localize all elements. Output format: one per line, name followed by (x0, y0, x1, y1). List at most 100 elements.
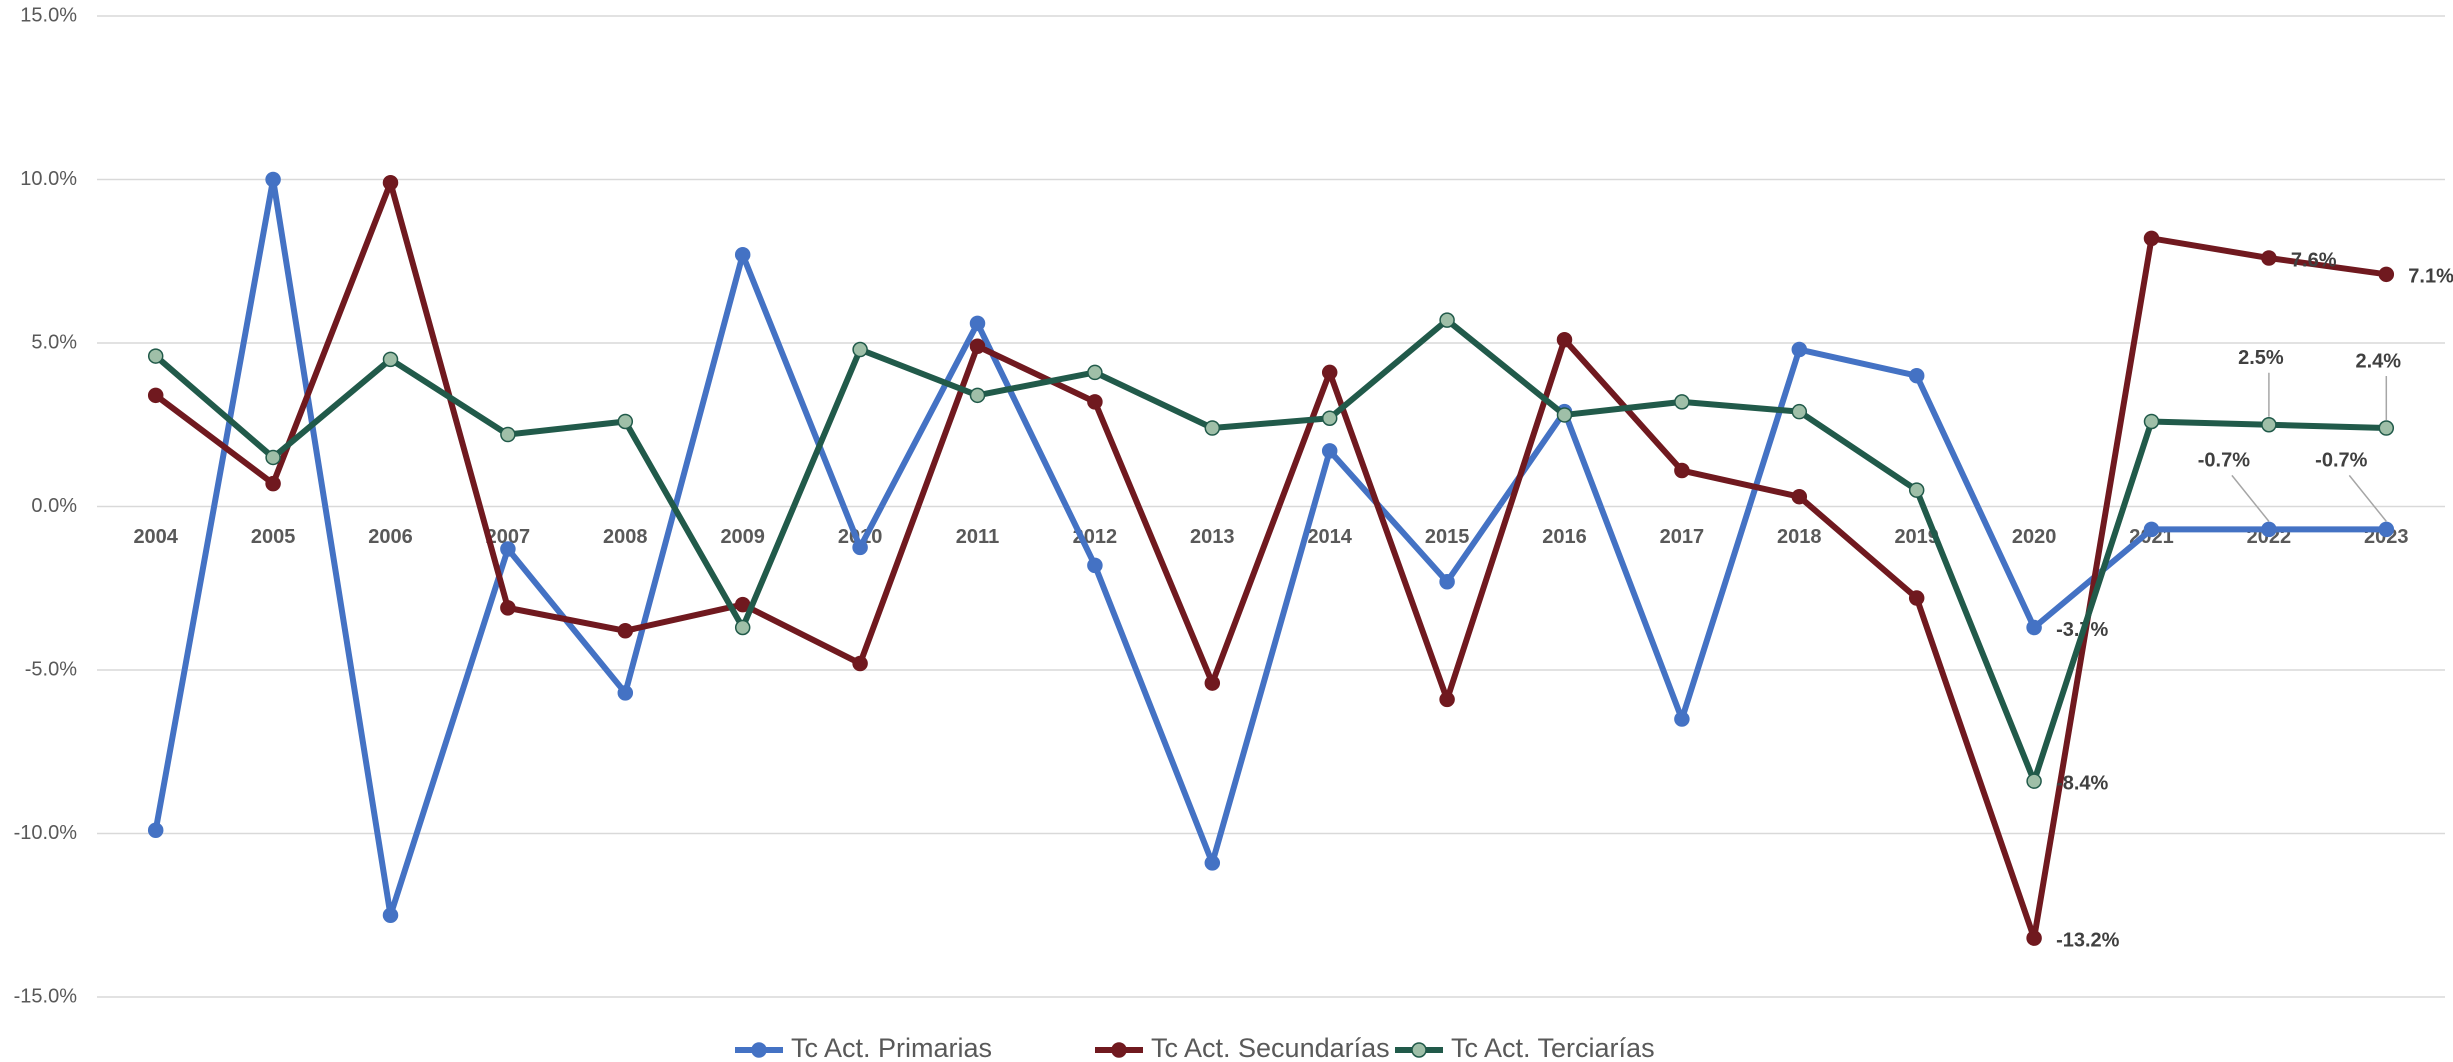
x-tick-label: 2013 (1190, 526, 1235, 548)
data-label: -8.4% (2056, 772, 2108, 794)
point (2026, 773, 2042, 789)
point (852, 655, 868, 672)
y-tick-label: 10.0% (20, 168, 77, 190)
x-tick-label: 2020 (2012, 526, 2057, 548)
point (2378, 521, 2395, 538)
point (734, 619, 751, 636)
legend-marker (751, 1042, 767, 1058)
series-line (153, 179, 2387, 942)
point (2261, 250, 2277, 266)
leader-line (2231, 474, 2270, 522)
point (617, 413, 634, 430)
x-tick-label: 2019 (1894, 526, 1939, 548)
y-tick-label: -5.0% (25, 658, 77, 680)
x-tick-label: 2015 (1425, 526, 1470, 548)
data-label: -0.7% (2198, 450, 2250, 472)
x-tick-label: 2017 (1660, 526, 1705, 548)
y-tick-label: 0.0% (31, 495, 77, 517)
point (1087, 394, 1103, 410)
x-tick-label: 2007 (486, 526, 531, 548)
point (2378, 266, 2395, 283)
point (1204, 420, 1221, 436)
point (1791, 341, 1808, 358)
legend-marker (1111, 1042, 1127, 1058)
point (1321, 443, 1338, 459)
point (147, 387, 164, 404)
data-label: -0.7% (2315, 450, 2367, 472)
point (1674, 711, 1690, 727)
point (265, 475, 281, 492)
y-tick-label: -10.0% (14, 822, 78, 844)
data-label: 7.1% (2408, 266, 2453, 288)
y-tick-label: 5.0% (31, 331, 77, 353)
point (1204, 675, 1221, 691)
point (2143, 230, 2160, 247)
point (500, 541, 516, 557)
x-tick-label: 2014 (1307, 526, 1352, 548)
point (1791, 488, 1808, 505)
x-tick-label: 2016 (1542, 526, 1587, 548)
x-tick-label: 2004 (133, 526, 178, 548)
point (2026, 930, 2042, 946)
x-tick-label: 2011 (956, 526, 999, 548)
point (500, 426, 516, 443)
point (852, 341, 868, 358)
leader-line (2348, 474, 2387, 522)
point (382, 351, 399, 368)
point (1908, 590, 1925, 606)
x-tick-label: 2005 (251, 526, 296, 548)
y-tick-label: -15.0% (14, 985, 78, 1007)
point (2261, 521, 2277, 538)
point (2143, 413, 2160, 430)
point (147, 348, 164, 364)
x-tick-label: 2018 (1777, 526, 1822, 548)
point (2143, 521, 2160, 538)
legend-label: Tc Act. Primarias (791, 1033, 992, 1062)
point (1321, 410, 1338, 426)
point (2261, 417, 2277, 433)
point (1674, 462, 1690, 479)
point (382, 175, 399, 191)
point (1087, 364, 1103, 381)
point (265, 171, 281, 188)
x-tick-label: 2008 (603, 526, 648, 548)
point (1674, 394, 1690, 410)
point (1204, 855, 1221, 871)
point (1439, 573, 1455, 590)
point (969, 315, 986, 332)
point (1087, 557, 1103, 574)
point (1439, 312, 1455, 328)
point (1556, 331, 1573, 348)
legend-marker (1411, 1042, 1427, 1058)
data-label: -13.2% (2056, 929, 2120, 951)
point (500, 600, 516, 616)
point (1908, 482, 1925, 498)
data-label: 2.5% (2238, 347, 2284, 369)
x-tick-label: 2009 (720, 526, 765, 548)
data-label: 7.6% (2291, 249, 2337, 271)
point (2026, 619, 2042, 636)
y-tick-label: 15.0% (20, 4, 77, 26)
point (969, 338, 986, 355)
point (1908, 367, 1925, 384)
series-line (152, 176, 2387, 919)
point (265, 449, 281, 466)
point (1791, 403, 1808, 420)
point (617, 623, 634, 639)
point (852, 539, 868, 556)
point (382, 907, 399, 923)
point (1321, 364, 1338, 381)
point (2378, 420, 2395, 436)
point (617, 685, 634, 701)
data-label: 2.4% (2356, 350, 2402, 372)
legend-label: Tc Act. Secundarías (1151, 1033, 1390, 1062)
series-line (153, 317, 2387, 785)
point (1439, 691, 1455, 708)
point (734, 246, 751, 263)
point (969, 387, 986, 404)
x-tick-label: 2006 (368, 526, 413, 548)
point (1556, 407, 1573, 423)
legend-label: Tc Act. Terciarías (1451, 1033, 1655, 1062)
point (147, 822, 164, 838)
